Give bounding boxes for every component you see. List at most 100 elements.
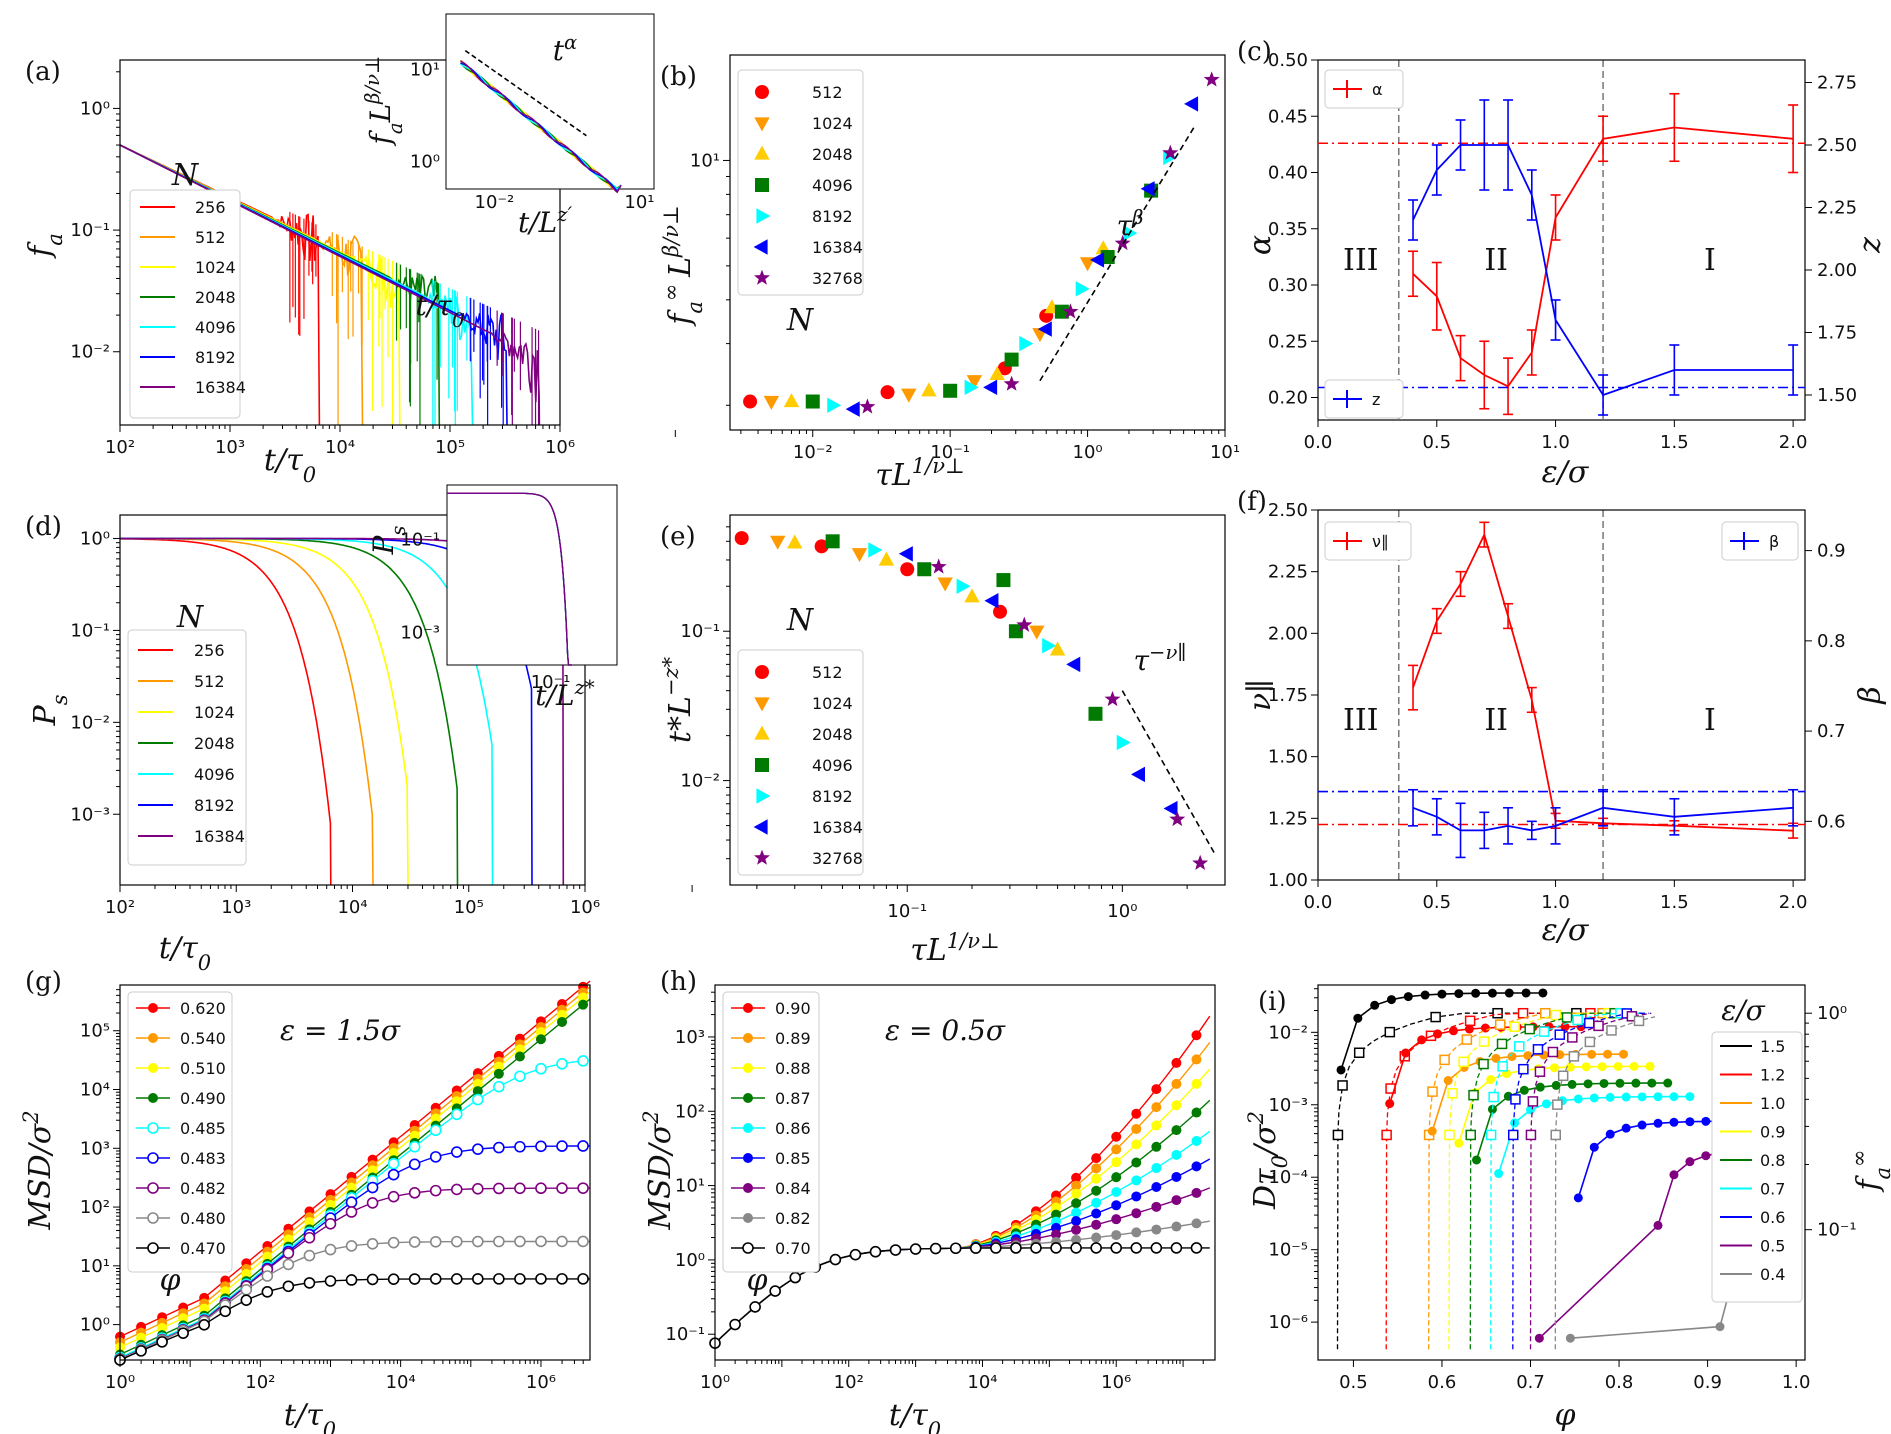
legend-box bbox=[722, 991, 820, 1273]
legend-entry-label: 16384 bbox=[812, 238, 863, 257]
data-point-0.470 bbox=[324, 1275, 337, 1287]
data-point-0.85 bbox=[1171, 1171, 1182, 1182]
data-point-0.482 bbox=[535, 1182, 547, 1195]
D-point-1.2 bbox=[1417, 1035, 1427, 1045]
inset-y-label: faLβ/ν⊥ bbox=[361, 56, 407, 147]
data-point-0.84 bbox=[1131, 1208, 1142, 1219]
legend-marker bbox=[147, 1242, 159, 1254]
legend-marker bbox=[755, 665, 769, 679]
legend-entry-label: 4096 bbox=[812, 176, 853, 195]
legend-title: ε/σ bbox=[1721, 994, 1765, 1027]
data-point-16384 bbox=[1066, 656, 1081, 673]
D-point-0.6 bbox=[1605, 1129, 1615, 1139]
annotation-text: t/τ0 bbox=[416, 289, 465, 332]
y-tick-label: 2.25 bbox=[1268, 562, 1308, 583]
data-point-0.510 bbox=[178, 1313, 189, 1324]
data-point-0.483 bbox=[472, 1143, 484, 1155]
data-point-0.89 bbox=[1071, 1180, 1082, 1191]
fa-point-1.5 bbox=[1492, 1007, 1503, 1019]
y-tick-label: 0.40 bbox=[1268, 163, 1308, 184]
y-tick-label: 10⁻² bbox=[70, 342, 110, 363]
fa-point-1.0 bbox=[1461, 1034, 1473, 1045]
fa-line-1.2 bbox=[1385, 1012, 1630, 1350]
legend-marker bbox=[743, 1063, 753, 1073]
x-tick-label: 2.0 bbox=[1779, 432, 1808, 453]
y-axis-label: t*L−z* bbox=[659, 656, 698, 743]
D-point-0.8 bbox=[1471, 1155, 1481, 1165]
inset-series-line bbox=[447, 492, 573, 666]
data-point-0.86 bbox=[1131, 1175, 1142, 1186]
inset-x-tick-label: 10⁻¹ bbox=[531, 672, 571, 693]
data-point-1024 bbox=[1079, 257, 1096, 272]
data-point-0.70 bbox=[1030, 1242, 1042, 1254]
data-point-8192 bbox=[1075, 281, 1090, 297]
panel-c: (c)III II I0.0 0.5 1.0 1.5 2.00.200.250.300.35… bbox=[1237, 37, 1888, 490]
x-axis-label: φ bbox=[1554, 1398, 1575, 1433]
data-point-0.89 bbox=[1191, 1054, 1202, 1065]
legend-entry-label: 0.490 bbox=[180, 1089, 226, 1108]
x-axis-label: t/τ0 bbox=[264, 443, 316, 487]
data-point-0.88 bbox=[1051, 1202, 1062, 1213]
data-point-0.482 bbox=[366, 1197, 379, 1209]
data-point-0.480 bbox=[493, 1235, 505, 1248]
data-point-1024 bbox=[1029, 625, 1045, 640]
data-point-512 bbox=[743, 394, 758, 409]
legend-entry-label: 4096 bbox=[812, 756, 853, 775]
D-point-1.5 bbox=[1386, 995, 1396, 1005]
data-point-0.483 bbox=[493, 1141, 505, 1154]
D-point-0.4 bbox=[1715, 1322, 1725, 1332]
x-tick-label: 1.5 bbox=[1660, 892, 1689, 913]
panel-label: (g) bbox=[25, 967, 62, 997]
fa-point-0.5 bbox=[1527, 1096, 1539, 1107]
data-point-0.490 bbox=[535, 1034, 546, 1045]
data-point-0.70 bbox=[949, 1242, 962, 1255]
D-point-1.5 bbox=[1504, 988, 1514, 998]
data-point-0.70 bbox=[829, 1253, 842, 1266]
y-tick-label: 10⁻² bbox=[1268, 1022, 1308, 1043]
D-point-1.5 bbox=[1420, 990, 1430, 1000]
D-point-0.8 bbox=[1519, 1085, 1529, 1095]
y-tick-label: 10² bbox=[675, 1101, 705, 1122]
D-point-0.4 bbox=[1565, 1333, 1575, 1343]
panel-label: (i) bbox=[1258, 987, 1287, 1017]
data-point-0.482 bbox=[429, 1184, 442, 1197]
x-axis-label: t/τ0 bbox=[159, 931, 211, 975]
data-point-4096 bbox=[1088, 706, 1103, 721]
data-point-4096 bbox=[805, 394, 820, 409]
data-point-0.482 bbox=[577, 1182, 589, 1194]
legend-entry-label: 1.5 bbox=[1760, 1037, 1785, 1056]
y-axis-label: α bbox=[1243, 235, 1278, 255]
legend-entry-label: β bbox=[1769, 532, 1779, 551]
legend-marker bbox=[754, 725, 770, 740]
D-point-0.6 bbox=[1589, 1142, 1599, 1152]
x-tick-label: 0.8 bbox=[1605, 1372, 1634, 1393]
fa-point-1.5 bbox=[1430, 1011, 1441, 1023]
D-point-0.9 bbox=[1629, 1061, 1639, 1071]
annotation-text: τ−ν∥ bbox=[1134, 641, 1187, 678]
data-point-0.90 bbox=[1151, 1084, 1162, 1095]
data-point-2048 bbox=[878, 551, 895, 566]
panel-label: (e) bbox=[660, 522, 696, 552]
y-right-tick-label: 10⁻¹ bbox=[1817, 1220, 1857, 1241]
x-tick-label: 10⁴ bbox=[325, 437, 355, 458]
data-point-2048 bbox=[989, 366, 1005, 381]
y-tick-label: 0.25 bbox=[1268, 331, 1308, 352]
y-right-tick-label: 2.00 bbox=[1817, 260, 1857, 281]
data-point-0.88 bbox=[1091, 1173, 1102, 1184]
legend-entry-label: 0.84 bbox=[775, 1179, 811, 1198]
x-tick-label: 0.0 bbox=[1304, 432, 1333, 453]
legend-marker bbox=[743, 1183, 753, 1193]
y-tick-label: 10⁻³ bbox=[1268, 1095, 1308, 1116]
data-point-0.485 bbox=[514, 1070, 526, 1083]
fa-line-0.5 bbox=[1529, 1012, 1652, 1350]
data-point-0.483 bbox=[345, 1196, 358, 1209]
series-line-256 bbox=[120, 537, 332, 886]
legend-marker bbox=[754, 117, 770, 132]
data-point-0.86 bbox=[1151, 1163, 1162, 1174]
legend-marker bbox=[148, 1063, 158, 1073]
y-tick-label: 10⁻² bbox=[680, 771, 720, 792]
data-point-0.510 bbox=[409, 1130, 420, 1141]
legend-entry-label: 0.86 bbox=[775, 1119, 811, 1138]
legend-marker bbox=[147, 1122, 159, 1134]
fa-point-0.5 bbox=[1593, 1020, 1604, 1032]
